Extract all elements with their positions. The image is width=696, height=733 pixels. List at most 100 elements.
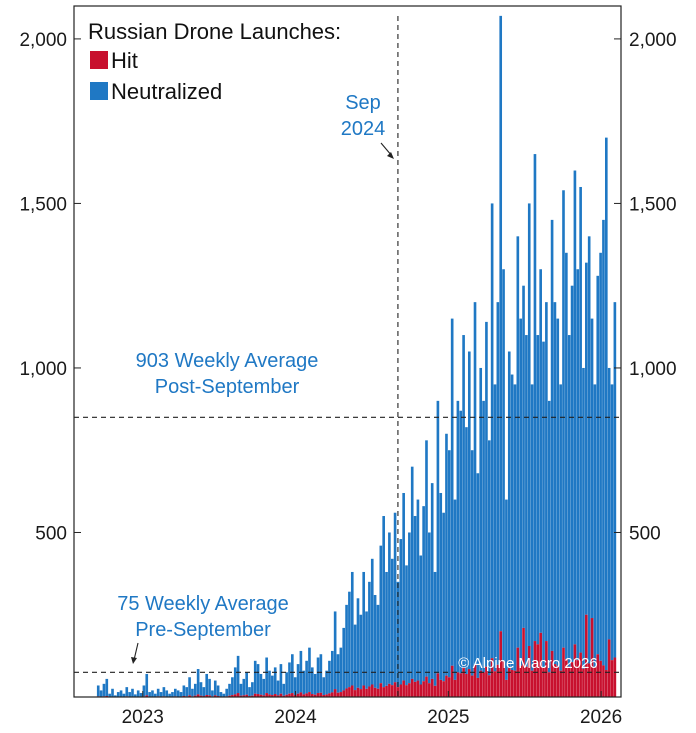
bar-neutralized bbox=[293, 677, 297, 696]
bar-neutralized bbox=[259, 673, 263, 695]
bar-hit bbox=[430, 678, 434, 697]
bar-neutralized bbox=[216, 685, 220, 697]
bar-neutralized bbox=[285, 672, 288, 695]
bar-neutralized bbox=[114, 695, 117, 697]
bar-neutralized bbox=[493, 384, 497, 672]
bar-neutralized bbox=[439, 492, 443, 680]
bar-hit bbox=[251, 695, 254, 697]
bar-hit bbox=[271, 695, 274, 697]
sep-annotation-line1: Sep bbox=[345, 92, 381, 114]
bar-hit bbox=[448, 677, 451, 697]
bar-hit bbox=[288, 693, 291, 697]
bar-hit bbox=[345, 688, 348, 697]
bar-neutralized bbox=[253, 660, 257, 694]
bar-neutralized bbox=[279, 664, 283, 694]
bar-neutralized bbox=[148, 692, 151, 697]
bar-hit bbox=[393, 682, 397, 697]
bar-neutralized bbox=[322, 677, 326, 696]
bar-hit bbox=[370, 684, 374, 697]
y-tick-label-left: 1,500 bbox=[19, 194, 67, 215]
x-tick-label: 2026 bbox=[580, 707, 622, 728]
bar-neutralized bbox=[154, 693, 157, 697]
bar-neutralized bbox=[502, 269, 505, 662]
bar-hit bbox=[356, 687, 360, 697]
bar-neutralized bbox=[370, 558, 374, 685]
bar-neutralized bbox=[305, 660, 308, 694]
bar-neutralized bbox=[159, 692, 163, 697]
bar-neutralized bbox=[362, 571, 366, 686]
bar-hit bbox=[308, 692, 311, 697]
bar-neutralized bbox=[607, 367, 611, 640]
pre-avg-annotation-line1: 75 Weekly Average bbox=[117, 593, 289, 615]
post-avg-annotation-line2: Post-September bbox=[155, 376, 300, 398]
bar-hit bbox=[496, 664, 500, 697]
legend-swatch-neutralized bbox=[90, 82, 108, 100]
bar-neutralized bbox=[550, 219, 554, 651]
bar-neutralized bbox=[496, 302, 500, 665]
bar-hit bbox=[405, 685, 408, 697]
bar-neutralized bbox=[328, 660, 331, 694]
bar-neutralized bbox=[185, 687, 189, 697]
sep-annotation-arrowhead bbox=[387, 152, 394, 159]
bar-neutralized bbox=[191, 688, 194, 697]
bar-neutralized bbox=[385, 571, 388, 686]
bar-neutralized bbox=[545, 302, 548, 642]
bar-hit bbox=[499, 631, 503, 697]
bar-hit bbox=[582, 668, 585, 697]
bar-neutralized bbox=[416, 499, 420, 681]
y-axis-left: 2,000 1,500 1,000 500 bbox=[19, 30, 81, 544]
bar-hit bbox=[462, 667, 465, 697]
bar-neutralized bbox=[519, 318, 522, 666]
bar-neutralized bbox=[179, 692, 183, 697]
bar-hit bbox=[390, 685, 394, 697]
bar-hit bbox=[253, 693, 257, 697]
bar-hit bbox=[236, 693, 240, 697]
bar-hit bbox=[479, 670, 483, 697]
bar-hit bbox=[579, 652, 582, 697]
bar-neutralized bbox=[396, 581, 400, 688]
bar-hit bbox=[299, 692, 303, 697]
bar-neutralized bbox=[105, 678, 109, 697]
bar-hit bbox=[559, 670, 562, 697]
bar-neutralized bbox=[390, 558, 394, 686]
bar-neutralized bbox=[282, 683, 286, 696]
bar-neutralized bbox=[265, 657, 268, 694]
bar-neutralized bbox=[542, 341, 545, 668]
bar-hit bbox=[348, 687, 351, 697]
bar-hit bbox=[382, 687, 385, 697]
bar-neutralized bbox=[365, 611, 368, 689]
bar-hit bbox=[547, 672, 551, 697]
bar-hit bbox=[322, 695, 326, 697]
bar-hit bbox=[328, 693, 331, 697]
bar-hit bbox=[433, 685, 437, 697]
bar-hit bbox=[493, 671, 497, 697]
bar-hit bbox=[262, 695, 266, 697]
bar-neutralized bbox=[345, 604, 348, 689]
bar-hit bbox=[302, 694, 306, 697]
bar-hit bbox=[359, 689, 363, 697]
bar-hit bbox=[231, 695, 234, 697]
bar-hit bbox=[487, 675, 491, 697]
bar-hit bbox=[242, 695, 246, 697]
bar-neutralized bbox=[453, 499, 457, 680]
bar-hit bbox=[362, 685, 366, 697]
legend-swatch-hit bbox=[90, 51, 108, 69]
bar-hit bbox=[265, 693, 268, 697]
bar-neutralized bbox=[239, 683, 243, 696]
bar-neutralized bbox=[311, 667, 314, 695]
bar-neutralized bbox=[202, 687, 206, 697]
bar-neutralized bbox=[379, 545, 383, 684]
bar-neutralized bbox=[539, 269, 542, 633]
legend-title: Russian Drone Launches: bbox=[88, 19, 341, 44]
bar-hit bbox=[196, 694, 200, 697]
bar-neutralized bbox=[325, 670, 328, 695]
legend: Russian Drone Launches: Hit Neutralized bbox=[88, 19, 341, 104]
bar-hit bbox=[373, 687, 377, 697]
bar-neutralized bbox=[456, 400, 460, 673]
bar-neutralized bbox=[382, 516, 385, 688]
bar-hit bbox=[607, 639, 611, 697]
bar-neutralized bbox=[248, 687, 251, 697]
bar-neutralized bbox=[476, 473, 480, 678]
bar-neutralized bbox=[599, 252, 602, 661]
